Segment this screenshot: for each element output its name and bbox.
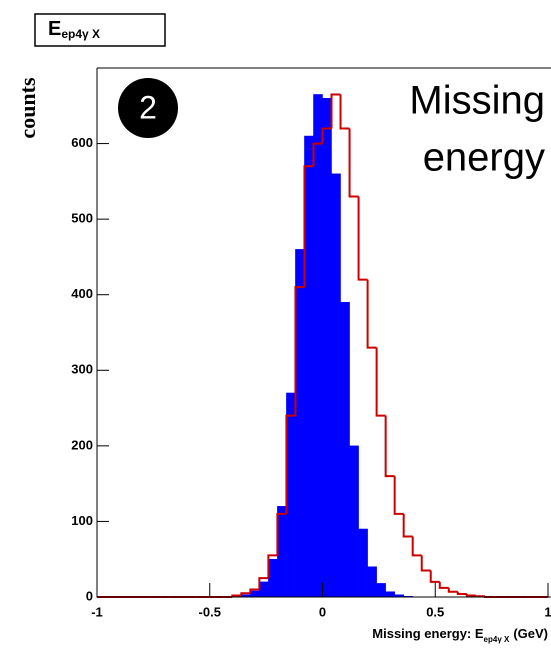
histogram-bar [268,558,278,598]
title-main: E [48,18,61,40]
histogram-step [402,513,413,538]
y-tick-label: 300 [71,362,93,377]
histogram-step [474,595,485,598]
histogram-step [240,592,251,596]
histogram-step [375,347,386,417]
histogram-step [285,414,296,514]
title-subscript: ep4γ X [61,27,100,41]
annotation-number: 2 [139,89,157,125]
histogram-step [411,536,422,557]
histogram-step [321,127,332,144]
histogram-step [231,594,242,597]
histogram-bar [358,528,368,598]
histogram-step [456,591,467,595]
y-tick-label: 500 [71,211,93,226]
histogram-bar [367,566,377,598]
histogram-step [276,512,287,556]
histogram-step [384,415,395,478]
histogram-step [330,93,341,129]
histogram-step [303,165,314,288]
histogram-bar [349,445,359,598]
histogram-bar [304,135,314,598]
y-tick-label: 600 [71,135,93,150]
x-label-main: Missing energy: E [372,626,484,641]
histogram-step [267,554,278,579]
histogram-step [429,570,440,583]
annotation-text: Missing [409,79,545,123]
histogram-bar [259,581,269,598]
histogram-step [348,128,359,198]
x-tick-label: 1 [544,604,551,619]
x-label-subscript: ep4γ X [484,635,510,644]
x-tick-label: -0.5 [199,604,221,619]
chart-title: Eep4γ X [48,18,100,41]
histogram-step [312,142,323,167]
histogram-step [393,476,404,515]
histogram-bar [286,392,296,598]
x-label-unit: (GeV) [513,626,548,641]
y-tick-label: 200 [71,437,93,452]
x-tick-label: -1 [91,604,103,619]
y-axis-label: counts [15,77,40,139]
histogram-bar [322,97,332,598]
histogram-step [366,279,377,349]
histogram-step [258,577,269,590]
histogram-step [357,196,368,281]
histogram-step [438,581,449,589]
histogram-bar [277,506,287,598]
x-tick-label: 0.5 [426,604,444,619]
histogram-bar [295,249,305,598]
histogram-step [420,555,431,572]
annotation-circle [118,78,178,138]
x-axis-label: Missing energy: Eep4γ X (GeV) [372,626,548,644]
histogram-step [339,94,350,130]
histogram-bar [385,591,395,598]
y-tick-label: 0 [86,588,93,603]
histogram-bar [331,173,341,598]
plot-area: 0 100 200 300 400 500 600 -1 -0.5 0 0.5 1 [71,67,551,619]
annotation-text: energy [423,136,545,180]
histogram-bar [313,94,323,598]
histogram-step [294,286,305,416]
histogram-step [447,587,458,593]
histogram-bar [250,590,260,598]
y-tick-label: 100 [71,513,93,528]
x-tick-label: 0 [319,604,326,619]
title-box [34,13,166,47]
histogram-bar [340,302,350,598]
histogram-step [249,588,260,594]
histogram-bar [376,583,386,598]
histogram-step [465,593,476,597]
y-tick-label: 400 [71,286,93,301]
